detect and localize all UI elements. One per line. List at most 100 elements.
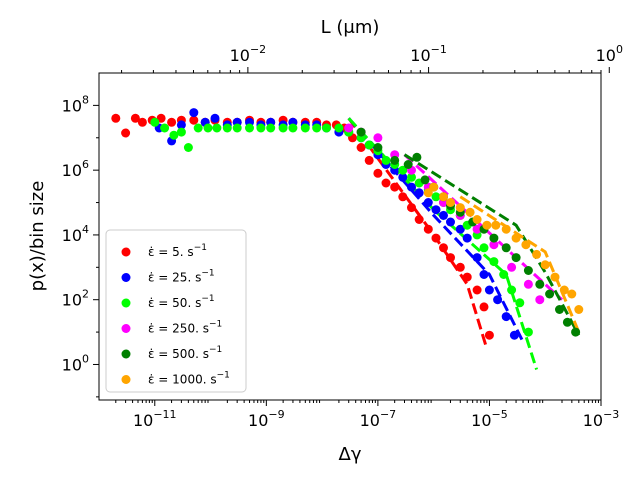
data-point: [511, 253, 521, 263]
data-point: [334, 123, 344, 133]
data-point: [455, 224, 465, 234]
plot-frame: [98, 72, 602, 401]
data-point: [462, 233, 472, 243]
data-point: [423, 224, 433, 234]
data-point: [535, 279, 545, 289]
y-axis-label: p(x)/bin size: [27, 181, 48, 292]
data-point: [479, 302, 489, 312]
y-tick-label-base: 10: [62, 226, 82, 245]
fit-line: [403, 153, 581, 336]
data-point: [574, 305, 584, 314]
data-point: [232, 123, 242, 133]
data-point: [390, 155, 400, 165]
data-point: [501, 224, 511, 234]
y-tick-label-exponent: 8: [82, 93, 89, 106]
y-tick-label-base: 10: [62, 96, 82, 115]
data-point: [121, 128, 131, 138]
data-point: [373, 133, 383, 143]
data-point: [356, 143, 366, 152]
data-point: [431, 233, 441, 243]
data-point: [431, 205, 441, 215]
data-point: [523, 266, 533, 275]
data-point: [535, 295, 545, 305]
axis-ticks: 10−11 10−9 10−7 10−5 10−310010210410610810−2…: [62, 43, 623, 430]
top-tick-label: 10−1: [410, 43, 447, 65]
y-tick-label: 104: [62, 223, 89, 245]
data-point: [439, 210, 448, 220]
legend-label: ε̇ = 25. s: [148, 271, 201, 285]
data-point: [398, 165, 408, 175]
y-tick-label: 106: [62, 158, 89, 180]
y-tick-label-base: 10: [62, 291, 82, 310]
data-point: [472, 224, 482, 234]
data-point: [407, 172, 416, 182]
legend-label-exponent: −1: [201, 269, 214, 279]
legend-marker: [121, 273, 131, 282]
data-point: [160, 123, 170, 133]
data-point: [381, 178, 391, 188]
data-point: [189, 115, 199, 125]
data-point: [567, 289, 577, 299]
x-tick-label: 10−9: [248, 408, 285, 430]
data-point: [212, 123, 222, 133]
data-point: [479, 243, 489, 253]
legend-entry: ε̇ = 1000. s−1: [148, 371, 230, 387]
legend-label-exponent: −1: [209, 345, 222, 355]
legend-marker: [121, 375, 131, 384]
legend-marker: [121, 298, 131, 308]
data-point: [489, 240, 499, 250]
data-point: [210, 113, 220, 123]
x-tick-label-exponent: −11: [153, 408, 176, 421]
legend: ε̇ = 5. s−1ε̇ = 25. s−1ε̇ = 50. s−1ε̇ = …: [105, 229, 247, 393]
data-points: [111, 108, 584, 340]
legend-box: [105, 229, 247, 393]
fit-line: [459, 195, 581, 333]
data-point: [507, 285, 517, 295]
data-point: [446, 253, 455, 263]
data-point: [509, 330, 519, 340]
data-point: [507, 262, 517, 272]
data-point: [523, 327, 533, 337]
data-point: [381, 155, 391, 165]
data-point: [423, 198, 433, 207]
legend-label-exponent: −1: [217, 371, 230, 381]
legend-label: ε̇ = 50. s: [148, 296, 201, 310]
data-point: [455, 262, 465, 272]
data-point: [472, 253, 482, 263]
data-point: [499, 270, 509, 279]
data-point: [439, 243, 448, 253]
legend-label: ε̇ = 250. s: [148, 322, 209, 336]
data-point: [559, 285, 569, 295]
data-point: [130, 113, 140, 123]
data-point: [465, 207, 475, 217]
data-point: [403, 160, 413, 169]
data-point: [521, 240, 531, 250]
top-axis-label: L (μm): [321, 17, 380, 38]
y-tick-label-exponent: 2: [82, 288, 89, 301]
data-point: [420, 175, 430, 185]
data-point: [176, 127, 186, 137]
y-tick-label-exponent: 6: [82, 158, 89, 171]
top-tick-label-base: 10: [410, 46, 430, 65]
data-point: [407, 182, 416, 192]
data-point: [550, 272, 560, 282]
x-tick-label-base: 10: [471, 411, 491, 430]
top-tick-label: 100: [596, 43, 623, 65]
data-point: [423, 188, 433, 198]
y-tick-label: 102: [62, 288, 89, 310]
data-point: [183, 143, 193, 152]
data-point: [176, 120, 186, 130]
data-point: [203, 123, 213, 133]
data-point: [491, 220, 501, 230]
data-point: [150, 117, 160, 127]
data-point: [501, 312, 511, 322]
legend-label: ε̇ = 5. s: [148, 245, 194, 259]
legend-entry: ε̇ = 500. s−1: [148, 345, 222, 361]
top-tick-label-exponent: −1: [431, 43, 447, 56]
legend-entry: ε̇ = 5. s−1: [148, 243, 207, 259]
top-tick-label: 10−2: [230, 43, 267, 65]
data-point: [137, 117, 147, 127]
data-point: [472, 215, 482, 224]
